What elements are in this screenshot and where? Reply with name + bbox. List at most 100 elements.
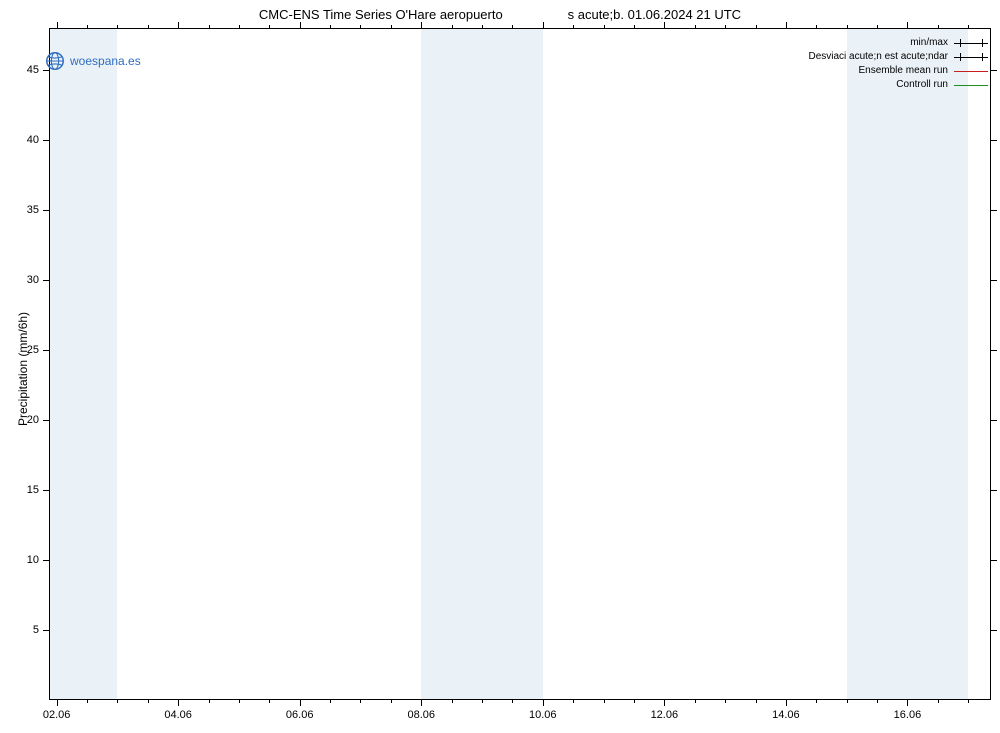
y-tick	[991, 490, 997, 491]
x-minor-tick	[512, 700, 513, 703]
y-tick	[991, 280, 997, 281]
x-tick	[907, 22, 908, 28]
legend-label: Controll run	[896, 78, 948, 92]
watermark: woespana.es	[44, 50, 141, 72]
x-minor-tick	[269, 25, 270, 28]
y-tick	[43, 560, 49, 561]
x-minor-tick	[847, 700, 848, 703]
plot-area	[49, 28, 991, 700]
legend-label: min/max	[910, 36, 948, 50]
y-tick-label: 25	[21, 344, 39, 356]
y-tick	[991, 70, 997, 71]
chart-title-left: CMC-ENS Time Series O'Hare aeropuerto	[259, 7, 503, 22]
x-minor-tick	[87, 700, 88, 703]
x-minor-tick	[117, 700, 118, 703]
x-tick-label: 06.06	[286, 709, 314, 721]
x-minor-tick	[695, 25, 696, 28]
x-tick	[57, 700, 58, 706]
chart-container: CMC-ENS Time Series O'Hare aeropuerto s …	[0, 0, 1000, 733]
x-tick	[543, 700, 544, 706]
x-tick	[300, 22, 301, 28]
x-tick	[421, 22, 422, 28]
y-tick	[43, 280, 49, 281]
legend-item: Controll run	[808, 78, 988, 92]
x-minor-tick	[452, 700, 453, 703]
y-tick-label: 10	[21, 554, 39, 566]
y-tick	[991, 350, 997, 351]
y-tick	[991, 140, 997, 141]
legend-item: Ensemble mean run	[808, 64, 988, 78]
x-tick	[178, 700, 179, 706]
y-tick	[43, 140, 49, 141]
y-tick	[43, 350, 49, 351]
y-tick	[43, 630, 49, 631]
x-minor-tick	[117, 25, 118, 28]
x-tick	[664, 22, 665, 28]
legend-item: Desviaci acute;n est acute;ndar	[808, 50, 988, 64]
x-minor-tick	[269, 700, 270, 703]
legend-swatch	[954, 80, 988, 90]
x-minor-tick	[604, 700, 605, 703]
x-minor-tick	[148, 700, 149, 703]
x-tick	[786, 700, 787, 706]
x-minor-tick	[877, 700, 878, 703]
chart-title-right: s acute;b. 01.06.2024 21 UTC	[568, 7, 741, 22]
x-minor-tick	[391, 700, 392, 703]
globe-icon	[44, 50, 66, 72]
x-minor-tick	[512, 25, 513, 28]
legend-swatch	[954, 66, 988, 76]
watermark-text: woespana.es	[70, 54, 141, 68]
x-minor-tick	[148, 25, 149, 28]
x-minor-tick	[239, 700, 240, 703]
chart-title-row: CMC-ENS Time Series O'Hare aeropuerto s …	[0, 6, 1000, 24]
y-tick-label: 30	[21, 274, 39, 286]
x-minor-tick	[756, 700, 757, 703]
x-minor-tick	[695, 700, 696, 703]
y-tick	[43, 70, 49, 71]
x-minor-tick	[756, 25, 757, 28]
y-tick-label: 40	[21, 134, 39, 146]
x-tick-label: 02.06	[43, 709, 71, 721]
x-minor-tick	[725, 25, 726, 28]
x-minor-tick	[239, 25, 240, 28]
x-minor-tick	[360, 25, 361, 28]
x-minor-tick	[938, 25, 939, 28]
axis-border	[49, 28, 991, 700]
x-tick	[178, 22, 179, 28]
y-tick-label: 15	[21, 484, 39, 496]
y-tick	[43, 490, 49, 491]
x-minor-tick	[209, 25, 210, 28]
y-tick	[43, 420, 49, 421]
x-tick	[786, 22, 787, 28]
x-minor-tick	[816, 25, 817, 28]
x-minor-tick	[482, 25, 483, 28]
x-minor-tick	[482, 700, 483, 703]
y-tick-label: 20	[21, 414, 39, 426]
legend-swatch	[954, 52, 988, 62]
x-minor-tick	[573, 25, 574, 28]
legend-swatch	[954, 38, 988, 48]
x-minor-tick	[877, 25, 878, 28]
legend-item: min/max	[808, 36, 988, 50]
x-tick-label: 16.06	[894, 709, 922, 721]
x-minor-tick	[391, 25, 392, 28]
x-minor-tick	[938, 700, 939, 703]
y-tick	[991, 630, 997, 631]
x-minor-tick	[816, 700, 817, 703]
x-tick	[300, 700, 301, 706]
x-minor-tick	[452, 25, 453, 28]
x-minor-tick	[634, 700, 635, 703]
x-minor-tick	[330, 25, 331, 28]
x-minor-tick	[209, 700, 210, 703]
y-tick-label: 5	[21, 624, 39, 636]
x-tick	[421, 700, 422, 706]
x-minor-tick	[360, 700, 361, 703]
x-minor-tick	[968, 25, 969, 28]
x-tick-label: 14.06	[772, 709, 800, 721]
x-tick	[543, 22, 544, 28]
x-tick-label: 04.06	[164, 709, 192, 721]
x-minor-tick	[725, 700, 726, 703]
x-minor-tick	[604, 25, 605, 28]
legend-label: Ensemble mean run	[859, 64, 949, 78]
x-tick-label: 12.06	[651, 709, 679, 721]
